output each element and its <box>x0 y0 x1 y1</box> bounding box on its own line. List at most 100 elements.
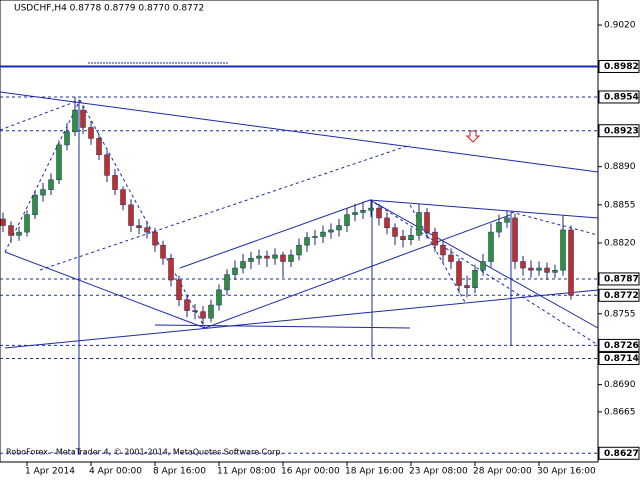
candle-body <box>192 310 198 312</box>
level-box <box>598 288 640 302</box>
y-tick-label: 0.8755 <box>604 309 636 319</box>
candle <box>104 150 110 182</box>
candle-body <box>112 175 118 190</box>
candle-body <box>528 267 534 271</box>
x-tick-label: 8 Apr 16:00 <box>153 467 206 477</box>
level-box <box>598 90 640 104</box>
candle <box>168 253 174 287</box>
candle <box>72 96 78 137</box>
candle-body <box>24 214 30 233</box>
candle-body <box>400 236 406 240</box>
candle <box>8 221 14 243</box>
candle-body <box>280 254 286 262</box>
candle-body <box>224 274 230 291</box>
candle-body <box>328 229 334 233</box>
candle-body <box>184 299 190 311</box>
level-label: 0.8954 <box>604 92 639 102</box>
candle <box>416 203 422 241</box>
candle <box>120 186 126 211</box>
candle <box>160 240 166 265</box>
candle-body <box>408 235 414 240</box>
candle <box>312 229 318 246</box>
x-tick-label: 16 Apr 00:00 <box>281 467 340 477</box>
candle-body <box>336 225 342 231</box>
candle-body <box>464 285 470 288</box>
candle <box>40 183 46 202</box>
candle-body <box>216 289 222 306</box>
candle <box>232 260 238 281</box>
candle-body <box>104 154 110 176</box>
candle-body <box>288 254 294 262</box>
candle <box>64 123 70 151</box>
candle <box>96 134 102 161</box>
level-box <box>598 124 640 138</box>
candle-body <box>272 254 278 259</box>
candle <box>496 214 502 238</box>
candle <box>320 225 326 243</box>
candle-body <box>392 227 398 237</box>
level-label: 0.8772 <box>604 291 639 301</box>
candle <box>88 120 94 145</box>
candle-body <box>568 229 574 296</box>
level-box <box>598 446 640 460</box>
candle <box>136 219 142 235</box>
candle <box>240 253 246 274</box>
candle-body <box>296 244 302 256</box>
candle <box>304 232 310 252</box>
level-label: 0.8787 <box>604 274 639 284</box>
candle <box>0 212 6 233</box>
candle-body <box>368 207 374 211</box>
candle-body <box>432 231 438 246</box>
candle-body <box>40 189 46 196</box>
y-tick-label: 0.8855 <box>604 200 636 210</box>
candle-body <box>176 279 182 300</box>
candle-body <box>208 304 214 319</box>
candle-body <box>240 261 246 269</box>
candle <box>520 256 526 276</box>
candle <box>536 261 542 276</box>
y-tick-label: 0.8690 <box>604 380 636 390</box>
y-tick-label: 0.8665 <box>604 407 636 417</box>
candle-body <box>544 267 550 273</box>
candle-body <box>352 212 358 215</box>
candle <box>344 208 350 233</box>
candle <box>200 306 206 325</box>
candle-body <box>472 269 478 288</box>
candle <box>448 248 454 270</box>
level-label: 0.8714 <box>604 354 639 364</box>
candle <box>184 295 190 318</box>
candle <box>144 221 150 239</box>
candle-body <box>552 269 558 273</box>
candle <box>464 275 470 298</box>
candle <box>384 212 390 235</box>
candle <box>56 140 62 185</box>
y-tick-label: 0.8820 <box>604 238 636 248</box>
candle-body <box>264 255 270 259</box>
candle-body <box>304 237 310 246</box>
candle <box>296 238 302 261</box>
candle <box>568 225 574 300</box>
candle <box>400 229 406 248</box>
x-tick-label: 1 Apr 2014 <box>25 467 75 477</box>
candle-body <box>120 189 126 206</box>
candle-body <box>520 261 526 269</box>
candle-body <box>248 257 254 262</box>
candle-body <box>448 254 454 262</box>
candle <box>392 223 398 246</box>
x-tick-label: 18 Apr 16:00 <box>345 467 404 477</box>
candle-body <box>360 210 366 213</box>
candle-body <box>424 212 430 233</box>
candle-body <box>168 257 174 281</box>
candle-body <box>560 229 566 271</box>
x-tick-label: 11 Apr 08:00 <box>217 467 276 477</box>
candle <box>288 249 294 267</box>
candle <box>256 249 262 265</box>
candle-body <box>56 144 62 181</box>
candle-body <box>344 214 350 226</box>
y-tick-label: 0.8890 <box>604 162 636 172</box>
candle <box>216 284 222 311</box>
candle <box>512 213 518 270</box>
candle <box>336 219 342 237</box>
